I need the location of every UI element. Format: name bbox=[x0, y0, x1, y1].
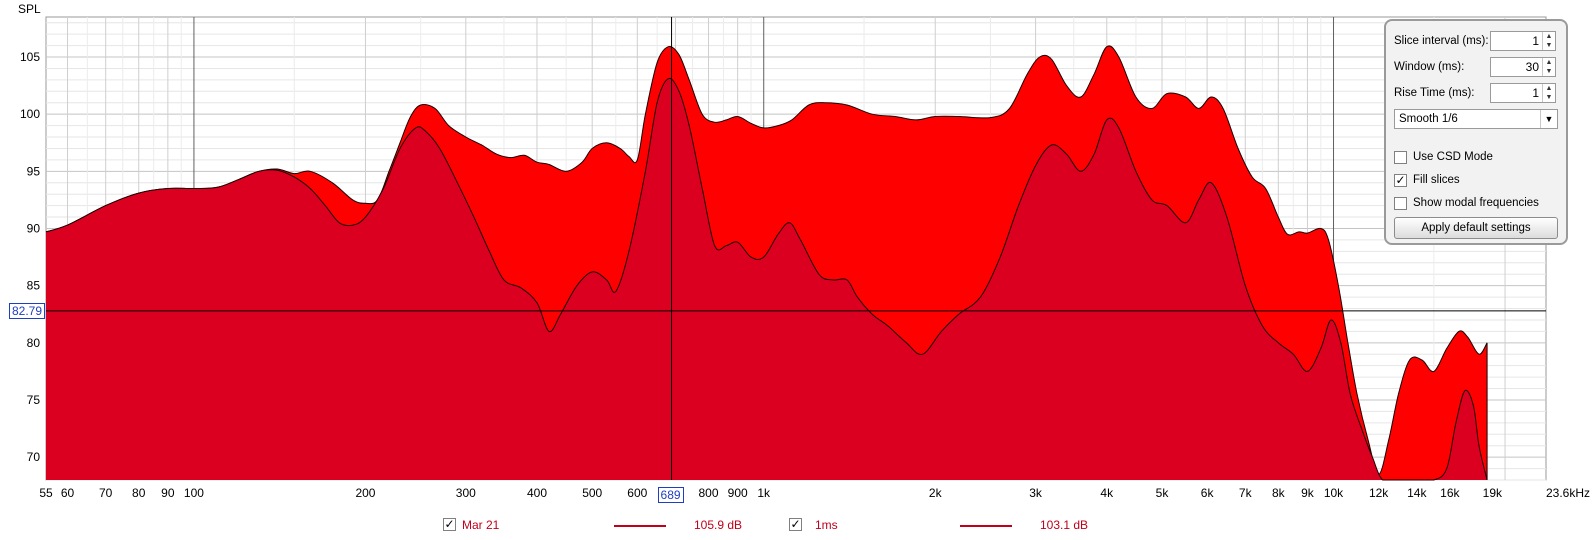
x-tick-label: 60 bbox=[61, 486, 75, 500]
x-tick-label: 8k bbox=[1272, 486, 1286, 500]
smoothing-value: Smooth 1/6 bbox=[1399, 113, 1458, 125]
y-tick-label: 80 bbox=[27, 336, 41, 350]
legend-checkbox-mar21[interactable]: ✓ bbox=[443, 517, 456, 531]
legend-label-mar21: Mar 21 bbox=[462, 518, 500, 532]
x-tick-label: 6k bbox=[1201, 486, 1215, 500]
y-tick-label: 90 bbox=[27, 221, 41, 235]
cursor-x-readout: 689 bbox=[657, 487, 684, 503]
use-csd-label: Use CSD Mode bbox=[1413, 151, 1493, 163]
legend-swatch-mar21 bbox=[614, 525, 666, 527]
x-tick-label: 80 bbox=[132, 486, 146, 500]
y-axis-label: SPL bbox=[18, 2, 41, 16]
x-tick-label: 100 bbox=[184, 486, 204, 500]
series-line-1 bbox=[45, 77, 1488, 481]
legend-label-1ms: 1ms bbox=[815, 518, 838, 532]
legend-value-1ms: 103.1 dB bbox=[1040, 518, 1089, 532]
y-tick-label: 100 bbox=[20, 107, 40, 121]
window-value: 30 bbox=[1525, 60, 1539, 74]
window-label: Window (ms): bbox=[1394, 61, 1465, 73]
x-tick-label: 3k bbox=[1029, 486, 1043, 500]
legend-swatch-1ms bbox=[960, 525, 1012, 527]
y-tick-label: 75 bbox=[27, 393, 41, 407]
x-tick-label: 200 bbox=[355, 486, 375, 500]
use-csd-checkbox[interactable] bbox=[1394, 151, 1407, 164]
y-tick-label: 105 bbox=[20, 50, 40, 64]
x-tick-label: 300 bbox=[456, 486, 476, 500]
y-tick-label: 70 bbox=[27, 450, 41, 464]
window-spinner[interactable]: 30 ▲ ▼ bbox=[1490, 57, 1556, 77]
x-tick-label: 70 bbox=[99, 486, 113, 500]
x-tick-label: 500 bbox=[582, 486, 602, 500]
fill-slices-label: Fill slices bbox=[1413, 174, 1460, 186]
x-tick-label: 14k bbox=[1407, 486, 1427, 500]
series-area-1 bbox=[46, 78, 1488, 480]
legend-value-mar21: 105.9 dB bbox=[694, 518, 743, 532]
series-line-0 bbox=[45, 45, 1488, 475]
chevron-down-icon[interactable]: ▼ bbox=[1540, 110, 1557, 128]
x-tick-label: 2k bbox=[929, 486, 943, 500]
rise-time-label: Rise Time (ms): bbox=[1394, 87, 1475, 99]
y-tick-label: 95 bbox=[27, 164, 41, 178]
spinner-arrows-icon[interactable]: ▲ ▼ bbox=[1542, 32, 1555, 50]
smoothing-select[interactable]: Smooth 1/6 ▼ bbox=[1394, 109, 1558, 129]
x-tick-label: 400 bbox=[527, 486, 547, 500]
spinner-arrows-icon[interactable]: ▲ ▼ bbox=[1542, 84, 1555, 102]
x-tick-label: 12k bbox=[1369, 486, 1389, 500]
x-tick-label: 7k bbox=[1239, 486, 1253, 500]
spinner-arrows-icon[interactable]: ▲ ▼ bbox=[1542, 58, 1555, 76]
x-tick-label: 23.6kHz bbox=[1546, 486, 1590, 500]
x-tick-label: 10k bbox=[1324, 486, 1344, 500]
x-tick-label: 1k bbox=[757, 486, 771, 500]
settings-panel: Slice interval (ms): 1 ▲ ▼ Window (ms): 3… bbox=[1384, 19, 1568, 245]
legend-checkbox-1ms[interactable]: ✓ bbox=[789, 517, 802, 531]
x-tick-label: 4k bbox=[1100, 486, 1114, 500]
chart-tick-labels: 70 75 80 85 90 95 100 105 55 60 70 80 90 100 200 300 400… bbox=[20, 50, 1590, 500]
cursor-y-readout: 82.79 bbox=[9, 302, 46, 319]
chart-series bbox=[45, 45, 1488, 481]
x-tick-label: 5k bbox=[1156, 486, 1170, 500]
slice-interval-spinner[interactable]: 1 ▲ ▼ bbox=[1490, 31, 1556, 51]
apply-default-settings-button[interactable]: Apply default settings bbox=[1394, 217, 1558, 239]
show-modal-label: Show modal frequencies bbox=[1413, 197, 1539, 209]
show-modal-checkbox[interactable] bbox=[1394, 197, 1407, 210]
x-tick-label: 55 bbox=[39, 486, 53, 500]
x-tick-label: 19k bbox=[1483, 486, 1503, 500]
x-tick-label: 900 bbox=[728, 486, 748, 500]
x-tick-label: 90 bbox=[161, 486, 175, 500]
rise-time-value: 1 bbox=[1532, 86, 1539, 100]
x-tick-label: 600 bbox=[627, 486, 647, 500]
rise-time-spinner[interactable]: 1 ▲ ▼ bbox=[1490, 83, 1556, 103]
y-tick-label: 85 bbox=[27, 279, 41, 293]
x-tick-label: 9k bbox=[1301, 486, 1315, 500]
chart-cursor bbox=[46, 17, 1546, 480]
fill-slices-checkbox[interactable]: ✓ bbox=[1394, 173, 1407, 187]
x-tick-label: 800 bbox=[698, 486, 718, 500]
slice-interval-value: 1 bbox=[1532, 34, 1539, 48]
slice-interval-label: Slice interval (ms): bbox=[1394, 35, 1489, 47]
x-tick-label: 16k bbox=[1440, 486, 1460, 500]
